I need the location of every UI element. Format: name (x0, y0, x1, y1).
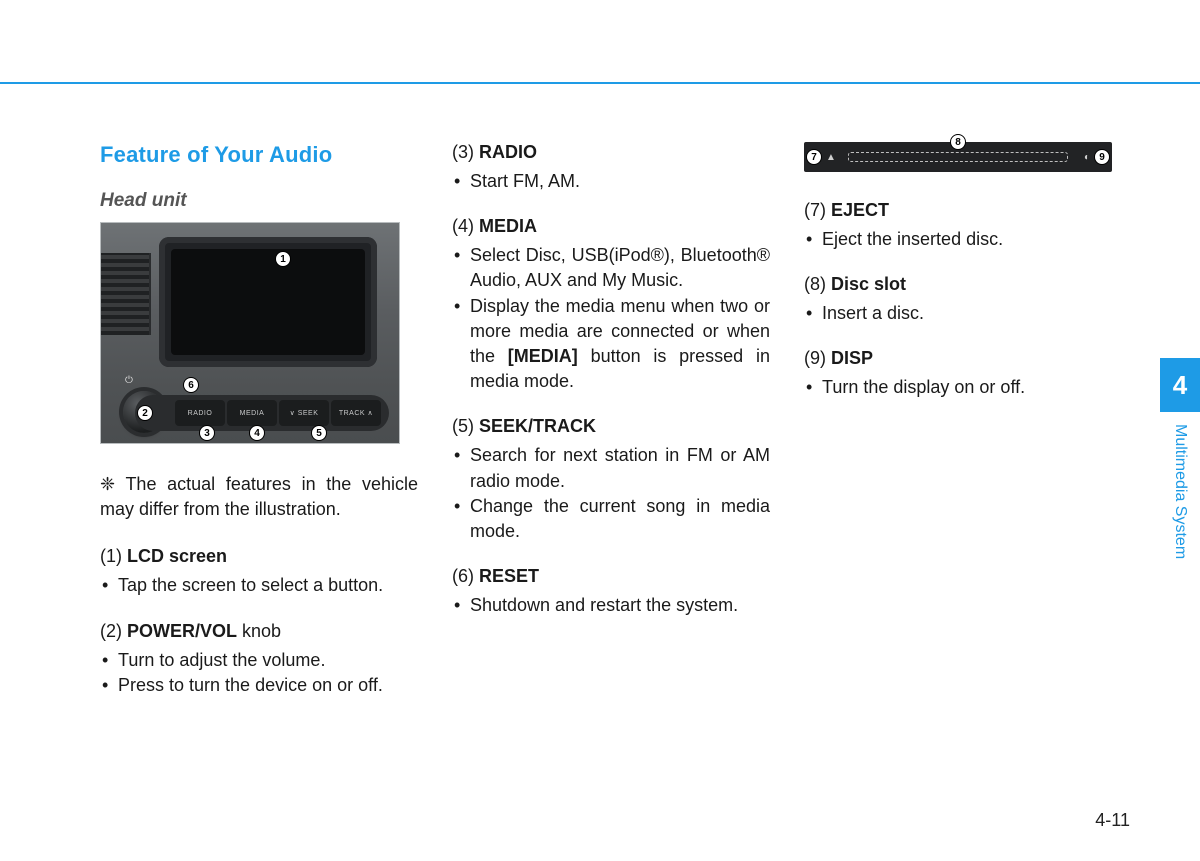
manual-page: 4 Multimedia System Feature of Your Audi… (0, 0, 1200, 861)
disc-slot-opening (848, 152, 1068, 162)
chapter-side-label: Multimedia System (1160, 420, 1200, 620)
item-4-bullet-0: Select Disc, USB(iPod®), Bluetooth® Audi… (452, 243, 770, 293)
media-button-graphic: MEDIA (227, 400, 277, 426)
item-6-name: RESET (479, 566, 539, 586)
item-8-num: (8) (804, 274, 826, 294)
content-columns: Feature of Your Audio Head unit ⏻ RADIO … (100, 90, 1172, 720)
seek-button-graphic: ∨ SEEK (279, 400, 329, 426)
lcd-screen (171, 249, 365, 355)
column-2: (3) RADIO Start FM, AM. (4) MEDIA Select… (452, 142, 770, 720)
item-5-bullets: Search for next station in FM or AM radi… (452, 443, 770, 544)
item-9-num: (9) (804, 348, 826, 368)
item-8-name: Disc slot (831, 274, 906, 294)
lcd-bezel (159, 237, 377, 367)
item-4-bullets: Select Disc, USB(iPod®), Bluetooth® Audi… (452, 243, 770, 394)
item-7-head: (7) EJECT (804, 200, 1114, 221)
item-3-bullets: Start FM, AM. (452, 169, 770, 194)
callout-5: 5 (311, 425, 327, 441)
item-4-bullet-1: Display the media menu when two or more … (452, 294, 770, 395)
item-4-num: (4) (452, 216, 474, 236)
eject-icon: ▲ (826, 152, 836, 163)
item-7-name: EJECT (831, 200, 889, 220)
disc-slot-figure: ▲ ◐ 7 8 9 (804, 142, 1112, 172)
head-unit-figure: ⏻ RADIO MEDIA ∨ SEEK TRACK ∧ 1 2 3 4 5 6 (100, 222, 400, 444)
item-6-bullet-0: Shutdown and restart the system. (452, 593, 770, 618)
button-bar: RADIO MEDIA ∨ SEEK TRACK ∧ (135, 395, 389, 431)
item-2-num: (2) (100, 621, 122, 641)
chapter-number: 4 (1173, 370, 1187, 401)
item-6-bullets: Shutdown and restart the system. (452, 593, 770, 618)
item-7-bullet-0: Eject the inserted disc. (804, 227, 1114, 252)
item-6-num: (6) (452, 566, 474, 586)
item-8-bullet-0: Insert a disc. (804, 301, 1114, 326)
item-9-bullet-0: Turn the display on or off. (804, 375, 1114, 400)
chapter-tab: 4 (1160, 358, 1200, 412)
item-5-bullet-1: Change the current song in media mode. (452, 494, 770, 544)
item-5-name: SEEK/TRACK (479, 416, 596, 436)
item-2-name: POWER/VOL (127, 621, 237, 641)
air-vent (101, 253, 151, 335)
item-1-num: (1) (100, 546, 122, 566)
callout-6: 6 (183, 377, 199, 393)
power-icon: ⏻ (125, 375, 133, 386)
item-1-name: LCD screen (127, 546, 227, 566)
item-8-head: (8) Disc slot (804, 274, 1114, 295)
callout-7: 7 (806, 149, 822, 165)
item-5-head: (5) SEEK/TRACK (452, 416, 770, 437)
item-3-head: (3) RADIO (452, 142, 770, 163)
illustration-note: The actual features in the vehicle may d… (100, 472, 418, 522)
item-1-bullets: Tap the screen to select a button. (100, 573, 418, 598)
item-7-num: (7) (804, 200, 826, 220)
callout-2: 2 (137, 405, 153, 421)
item-3-bullet-0: Start FM, AM. (452, 169, 770, 194)
column-1: Feature of Your Audio Head unit ⏻ RADIO … (100, 142, 418, 720)
item-4-name: MEDIA (479, 216, 537, 236)
item-2-suffix: knob (237, 621, 281, 641)
section-title: Feature of Your Audio (100, 142, 418, 168)
item-1-bullet-0: Tap the screen to select a button. (100, 573, 418, 598)
item-9-bullets: Turn the display on or off. (804, 375, 1114, 400)
media-button-ref: [MEDIA] (508, 346, 578, 366)
item-5-num: (5) (452, 416, 474, 436)
callout-3: 3 (199, 425, 215, 441)
item-2-bullet-1: Press to turn the device on or off. (100, 673, 418, 698)
callout-4: 4 (249, 425, 265, 441)
column-3: ▲ ◐ 7 8 9 (7) EJECT Eject the inserted d… (804, 142, 1114, 720)
item-7-bullets: Eject the inserted disc. (804, 227, 1114, 252)
callout-9: 9 (1094, 149, 1110, 165)
item-3-num: (3) (452, 142, 474, 162)
item-2-head: (2) POWER/VOL knob (100, 621, 418, 642)
item-9-name: DISP (831, 348, 873, 368)
header-rule (0, 82, 1200, 84)
callout-8: 8 (950, 134, 966, 150)
item-8-bullets: Insert a disc. (804, 301, 1114, 326)
item-2-bullets: Turn to adjust the volume. Press to turn… (100, 648, 418, 698)
section-subtitle: Head unit (100, 190, 418, 212)
item-4-head: (4) MEDIA (452, 216, 770, 237)
item-9-head: (9) DISP (804, 348, 1114, 369)
radio-button-graphic: RADIO (175, 400, 225, 426)
item-2-bullet-0: Turn to adjust the volume. (100, 648, 418, 673)
callout-1: 1 (275, 251, 291, 267)
item-5-bullet-0: Search for next station in FM or AM radi… (452, 443, 770, 493)
page-number: 4-11 (1095, 810, 1130, 831)
item-6-head: (6) RESET (452, 566, 770, 587)
disp-icon: ◐ (1084, 152, 1090, 163)
track-button-graphic: TRACK ∧ (331, 400, 381, 426)
item-1-head: (1) LCD screen (100, 546, 418, 567)
item-3-name: RADIO (479, 142, 537, 162)
